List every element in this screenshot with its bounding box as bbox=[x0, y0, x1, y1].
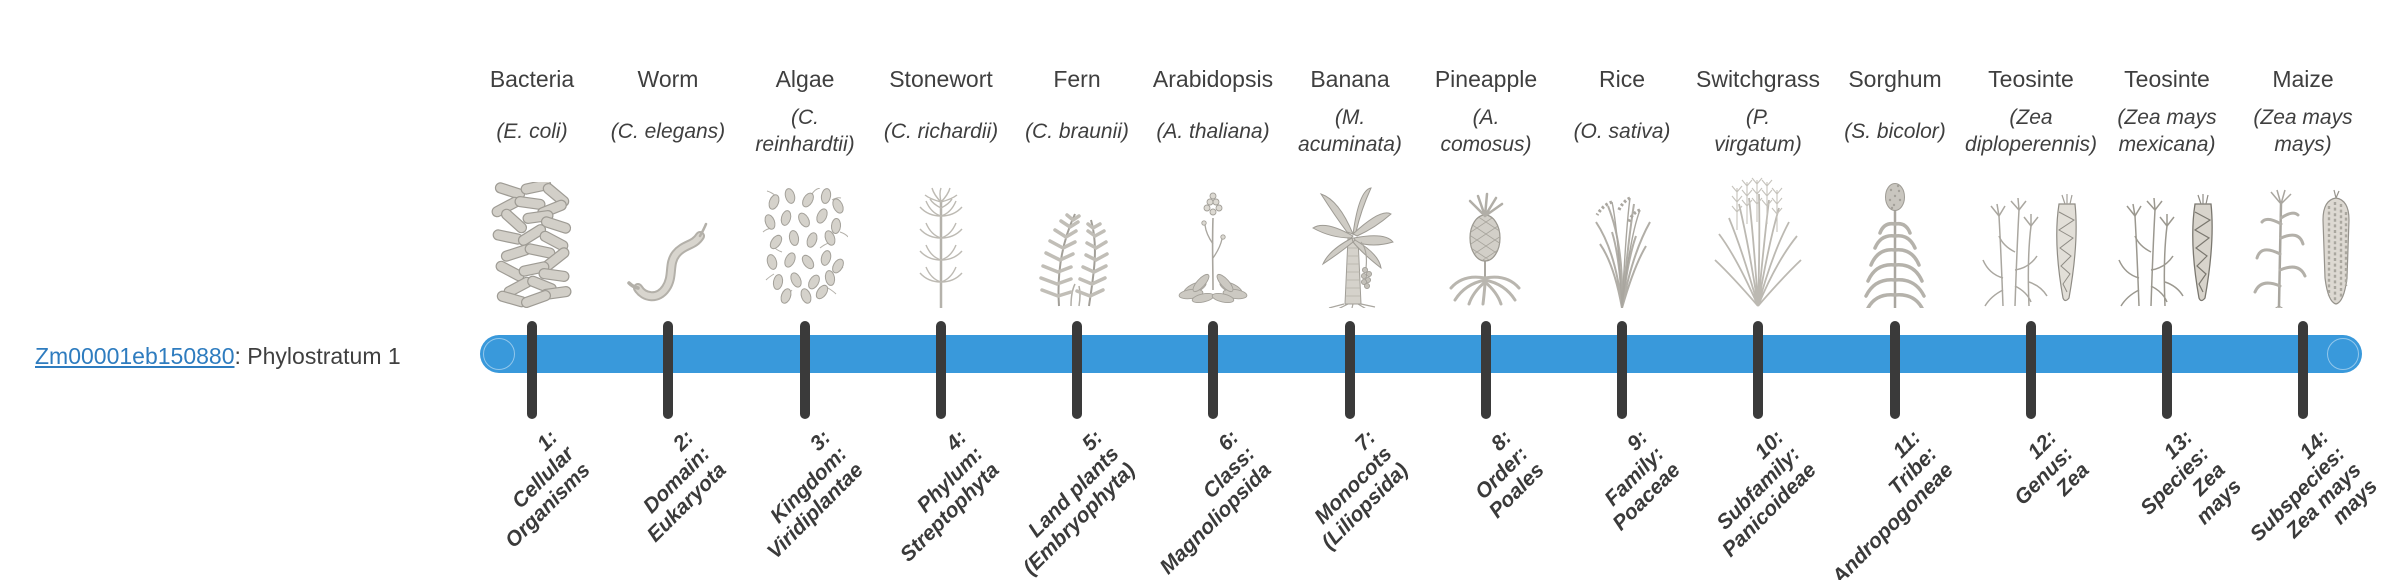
organism-column-pineapple: Pineapple (A. comosus) 8: Order: Poales bbox=[1411, 0, 1561, 580]
phylostratum-timeline-bar bbox=[480, 335, 2362, 373]
algae-icon bbox=[762, 188, 848, 304]
organism-latin-name: (M. acuminata) bbox=[1298, 106, 1402, 156]
organism-column-stonewort: Stonewort (C. richardii) 4: Phylum: Strept… bbox=[866, 0, 1016, 580]
organism-common-name: Fern bbox=[1053, 66, 1101, 92]
timeline-tick bbox=[2026, 321, 2036, 419]
organism-latin-name: (O. sativa) bbox=[1573, 119, 1671, 143]
gene-link[interactable]: Zm00001eb150880 bbox=[35, 343, 235, 369]
stonewort-icon bbox=[919, 187, 963, 308]
bacteria-illustration bbox=[447, 168, 617, 308]
pineapple-illustration bbox=[1401, 168, 1571, 308]
organism-latin-name: (C. braunii) bbox=[1025, 119, 1129, 143]
organism-latin-name: (C. reinhardtii) bbox=[755, 106, 855, 156]
organism-latin-name: (A. comosus) bbox=[1440, 106, 1532, 156]
organism-latin-name: (A. thaliana) bbox=[1156, 119, 1270, 143]
organism-common-name: Stonewort bbox=[889, 66, 993, 92]
rice-illustration bbox=[1537, 168, 1707, 308]
organism-latin-name: (C. elegans) bbox=[610, 119, 726, 143]
gene-label-suffix: : Phylostratum 1 bbox=[234, 343, 401, 369]
organism-latin-name: (E. coli) bbox=[496, 119, 568, 143]
organism-latin-name: (Zea diploperennis) bbox=[1965, 106, 2097, 156]
algae-illustration bbox=[720, 168, 890, 308]
organism-latin-name: (S. bicolor) bbox=[1844, 119, 1946, 143]
timeline-tick bbox=[527, 321, 537, 419]
organism-common-name: Arabidopsis bbox=[1152, 66, 1274, 92]
organism-latin-name: (Zea mays mays) bbox=[2253, 106, 2353, 156]
organism-column-banana: Banana (M. acuminata) bbox=[1275, 0, 1425, 580]
stonewort-illustration bbox=[856, 168, 1026, 308]
switchgrass-icon bbox=[1714, 177, 1802, 307]
organism-column-switchgrass: Switchgrass (P. virgatum) 10: Subfamily: Pa… bbox=[1683, 0, 1833, 580]
organism-column-rice: Rice (O. sativa) 9: Family: Poaceae bbox=[1547, 0, 1697, 580]
organism-column-arabidopsis: Arabidopsis (A. thaliana) 6: Class: Magnol… bbox=[1138, 0, 1288, 580]
organism-column-worm: Worm (C. elegans) 2: Domain: Eukaryota bbox=[593, 0, 743, 580]
timeline-tick bbox=[663, 321, 673, 419]
organism-column-bacteria: Bacteria (E. coli) 1: Cellular Organisms bbox=[457, 0, 607, 580]
organism-common-name: Pineapple bbox=[1434, 66, 1538, 92]
timeline-tick bbox=[800, 321, 810, 419]
banana-icon bbox=[1312, 187, 1394, 308]
timeline-tick bbox=[936, 321, 946, 419]
pineapple-icon bbox=[1449, 192, 1521, 306]
organism-common-name: Banana bbox=[1310, 66, 1390, 92]
organism-column-fern: Fern (C. braunii) 5: Land plants (Embryoph… bbox=[1002, 0, 1152, 580]
worm-icon bbox=[627, 222, 708, 302]
timeline-tick bbox=[1345, 321, 1355, 419]
gene-label: Zm00001eb150880: Phylostratum 1 bbox=[35, 343, 401, 370]
maize-icon bbox=[2253, 189, 2350, 308]
worm-illustration bbox=[583, 168, 753, 308]
organism-common-name: Rice bbox=[1598, 66, 1645, 92]
organism-column-teosinte-diploperennis: Teosinte (Zea diploperennis) 12: Genus: Zea bbox=[1956, 0, 2106, 580]
timeline-tick bbox=[2298, 321, 2308, 419]
organism-common-name: Teosinte bbox=[1988, 66, 2074, 92]
maize-illustration bbox=[2218, 168, 2388, 308]
organism-column-maize: Maize (Zea mays mays) 14: Subspecies: Zea m… bbox=[2228, 0, 2382, 580]
organism-common-name: Sorghum bbox=[1848, 66, 1942, 92]
timeline-tick bbox=[1481, 321, 1491, 419]
teosinte-icon bbox=[1982, 194, 2077, 307]
arabidopsis-illustration bbox=[1128, 168, 1298, 308]
organism-common-name: Algae bbox=[775, 66, 835, 92]
organism-latin-name: (Zea mays mexicana) bbox=[2117, 106, 2217, 156]
organism-column-algae: Algae (C. reinhardtii) 3: Kingdom: Viridipl… bbox=[730, 0, 880, 580]
organism-common-name: Maize bbox=[2272, 66, 2334, 92]
teosinte-icon bbox=[2118, 194, 2213, 307]
organism-common-name: Bacteria bbox=[489, 66, 575, 92]
organism-column-sorghum: Sorghum (S. bicolor) 11: Tribe: Andropogon… bbox=[1820, 0, 1970, 580]
fern-illustration bbox=[992, 168, 1162, 308]
timeline-tick bbox=[1753, 321, 1763, 419]
switchgrass-illustration bbox=[1673, 168, 1843, 308]
timeline-tick bbox=[1208, 321, 1218, 419]
timeline-tick bbox=[2162, 321, 2172, 419]
timeline-tick bbox=[1617, 321, 1627, 419]
banana-illustration bbox=[1265, 168, 1435, 308]
organism-latin-name: (P. virgatum) bbox=[1714, 106, 1802, 156]
sorghum-illustration bbox=[1810, 168, 1980, 308]
sorghum-icon bbox=[1864, 183, 1926, 308]
teosinte-illustration bbox=[2082, 168, 2252, 308]
teosinte-illustration bbox=[1946, 168, 2116, 308]
timeline-tick bbox=[1890, 321, 1900, 419]
organism-common-name: Worm bbox=[637, 66, 699, 92]
organism-common-name: Teosinte bbox=[2124, 66, 2210, 92]
fern-icon bbox=[1039, 213, 1109, 307]
rice-icon bbox=[1595, 196, 1651, 308]
organism-latin-name: (C. richardii) bbox=[883, 119, 999, 143]
organism-column-teosinte-mexicana: Teosinte (Zea mays mexicana) 13: Species: Z… bbox=[2092, 0, 2246, 580]
timeline-tick bbox=[1072, 321, 1082, 419]
organism-common-name: Switchgrass bbox=[1696, 66, 1820, 92]
arabidopsis-icon bbox=[1178, 192, 1248, 303]
bacteria-icon bbox=[491, 182, 572, 308]
